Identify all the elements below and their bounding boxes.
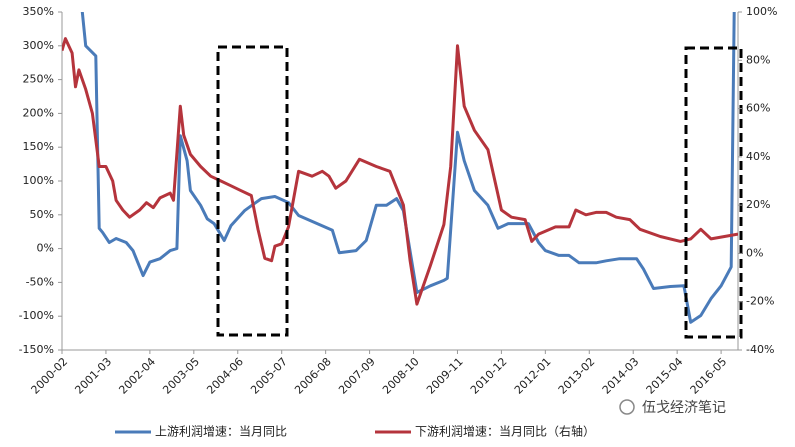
x-tick-label: 2003-05 bbox=[160, 355, 202, 397]
y2-tick-label: 20% bbox=[746, 198, 770, 211]
y-tick-label: 0% bbox=[37, 242, 54, 255]
x-tick-label: 2005-07 bbox=[248, 355, 290, 397]
y-tick-label: 250% bbox=[23, 73, 54, 86]
x-tick-label: 2000-02 bbox=[29, 355, 71, 397]
axes bbox=[61, 12, 739, 351]
y-tick-label: -100% bbox=[19, 309, 54, 322]
x-tick-label: 2010-12 bbox=[468, 355, 510, 397]
y-tick-label: 50% bbox=[30, 208, 54, 221]
y2-tick-label: -40% bbox=[746, 343, 774, 356]
x-tick-label: 2008-10 bbox=[380, 355, 422, 397]
highlight-box bbox=[684, 46, 743, 339]
plot-area bbox=[62, 12, 738, 324]
legend-label: 下游利润增速：当月同比（右轴） bbox=[415, 424, 595, 439]
series-line bbox=[62, 37, 738, 306]
y-tick-label: 150% bbox=[23, 140, 54, 153]
highlight-box bbox=[216, 45, 289, 337]
watermark-text: 伍戈经济笔记 bbox=[642, 400, 726, 416]
y-tick-label: 350% bbox=[23, 5, 54, 18]
x-tick-label: 2001-03 bbox=[72, 355, 114, 397]
x-tick-label: 2012-01 bbox=[512, 355, 554, 397]
y2-tick-label: 0% bbox=[746, 246, 763, 259]
x-tick-label: 2004-06 bbox=[204, 355, 246, 397]
x-tick-label: 2006-08 bbox=[292, 355, 334, 397]
watermark-icon bbox=[619, 399, 635, 415]
y-tick-label: -50% bbox=[26, 275, 54, 288]
x-tick-label: 2013-02 bbox=[556, 355, 598, 397]
legend-label: 上游利润增速：当月同比 bbox=[155, 425, 287, 439]
y2-tick-label: 100% bbox=[746, 5, 777, 18]
x-tick-label: 2015-04 bbox=[644, 355, 686, 397]
y-tick-label: -150% bbox=[19, 343, 54, 356]
y2-tick-label: -20% bbox=[746, 295, 774, 308]
x-tick-label: 2009-11 bbox=[424, 355, 466, 397]
series-line bbox=[80, 12, 736, 324]
y-tick-label: 300% bbox=[23, 39, 54, 52]
watermark: 伍戈经济笔记 bbox=[619, 399, 726, 416]
y-tick-label: 100% bbox=[23, 174, 54, 187]
y2-tick-label: 60% bbox=[746, 102, 770, 115]
legend: 上游利润增速：当月同比 下游利润增速：当月同比（右轴） bbox=[115, 424, 595, 439]
y-tick-label: 200% bbox=[23, 106, 54, 119]
x-tick-label: 2007-09 bbox=[336, 355, 378, 397]
x-tick-label: 2014-03 bbox=[600, 355, 642, 397]
y2-tick-label: 80% bbox=[746, 53, 770, 66]
x-tick-label: 2002-04 bbox=[116, 355, 158, 397]
x-tick-label: 2016-05 bbox=[688, 355, 730, 397]
y2-tick-label: 40% bbox=[746, 150, 770, 163]
